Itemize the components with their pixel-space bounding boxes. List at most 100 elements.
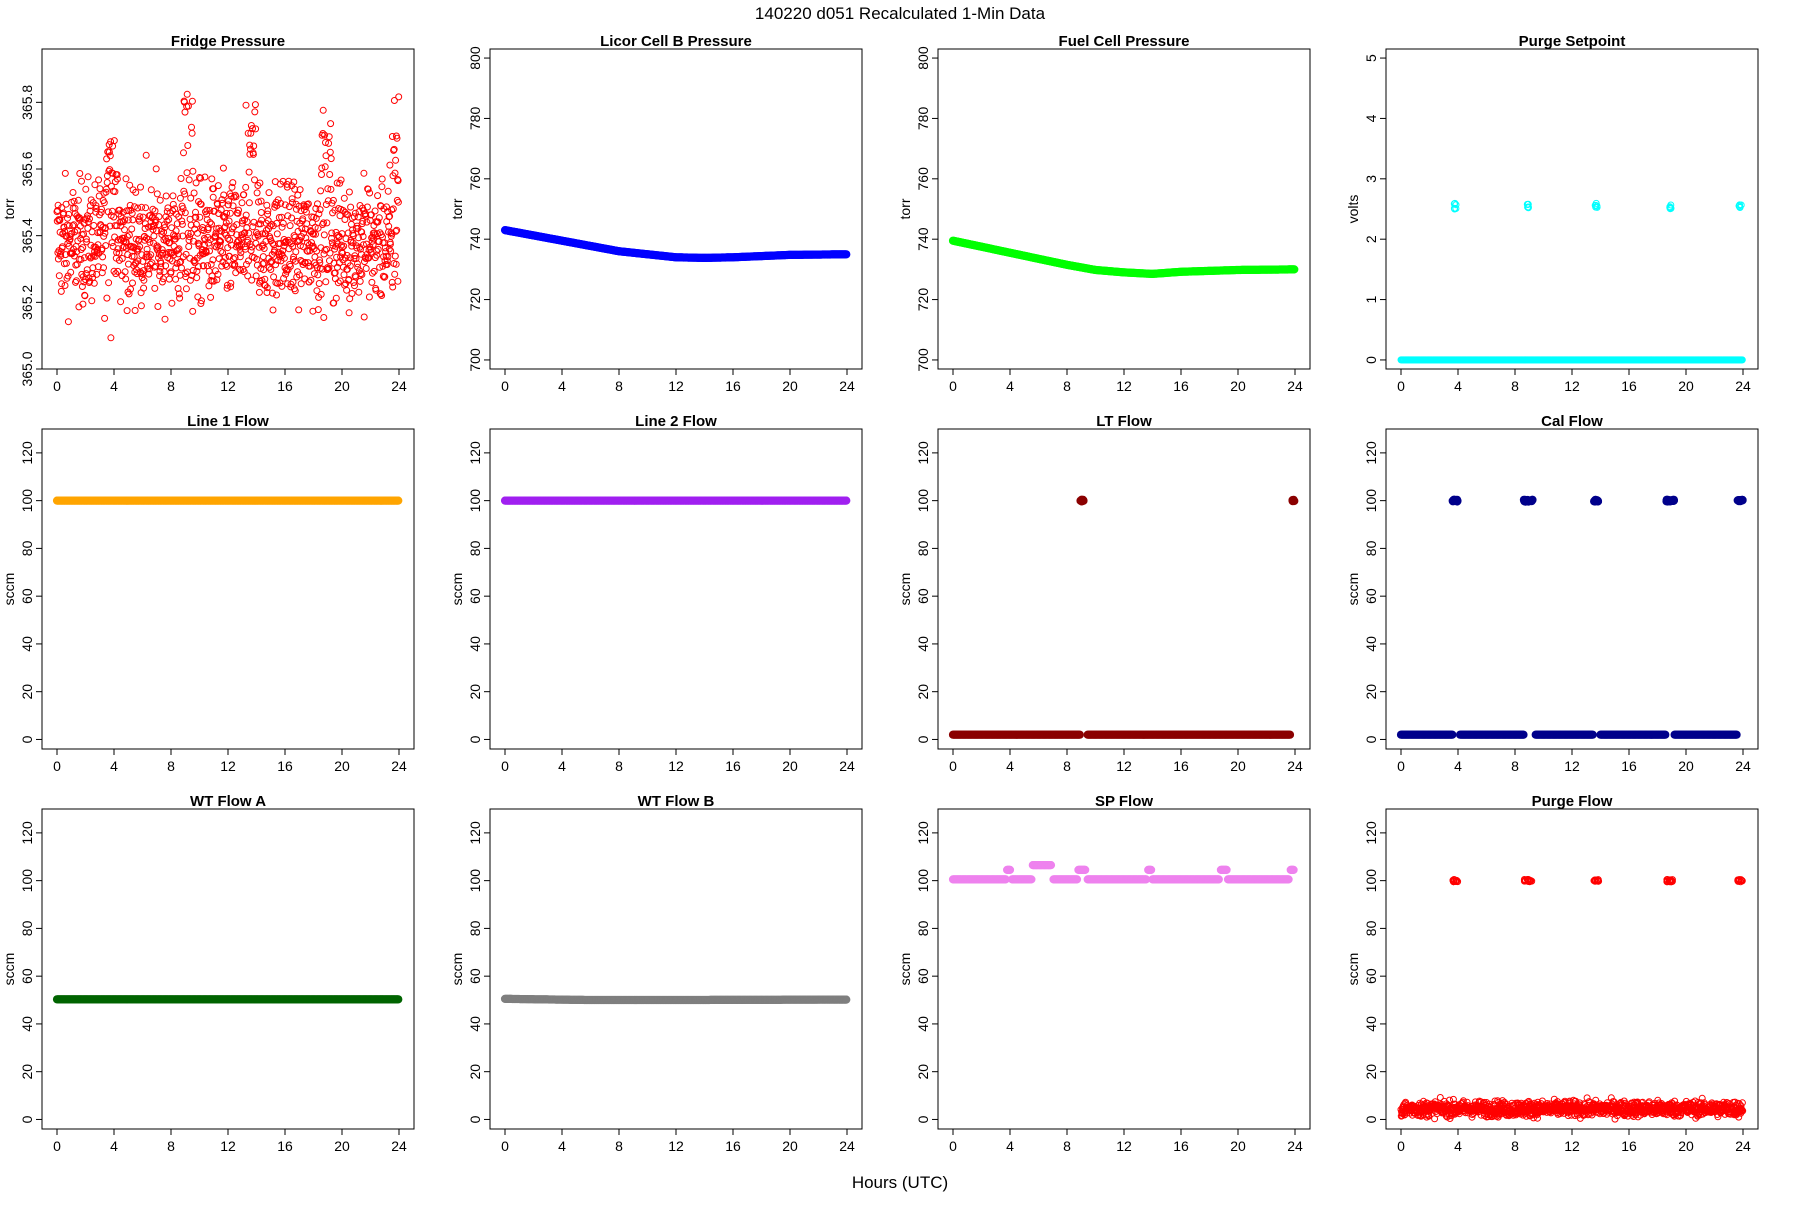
data-points <box>54 91 402 340</box>
data-point <box>1291 266 1298 273</box>
data-point <box>227 210 233 216</box>
data-point <box>109 240 115 246</box>
data-point <box>385 188 391 194</box>
data-point <box>56 273 62 279</box>
y-tick-label: 365.8 <box>19 85 35 120</box>
data-point <box>189 130 195 136</box>
data-point <box>243 102 249 108</box>
data-point <box>108 335 114 341</box>
data-point <box>138 184 144 190</box>
x-tick-label: 12 <box>1116 758 1132 774</box>
data-point <box>1449 731 1456 738</box>
data-point <box>111 138 117 144</box>
data-point <box>254 190 260 196</box>
x-tick-label: 12 <box>1116 378 1132 394</box>
data-point <box>205 263 211 269</box>
y-tick-label: 365.6 <box>19 151 35 186</box>
y-tick-label: 40 <box>467 636 483 652</box>
data-point <box>328 121 334 127</box>
data-points <box>949 237 1298 277</box>
data-point <box>184 91 190 97</box>
x-tick-label: 12 <box>220 1138 236 1154</box>
data-point <box>327 149 333 155</box>
y-tick-label: 4 <box>1363 114 1379 122</box>
x-tick-label: 12 <box>220 378 236 394</box>
data-point <box>320 107 326 113</box>
data-point <box>184 170 190 176</box>
data-point <box>100 254 106 260</box>
data-point <box>124 308 130 314</box>
data-points <box>1398 200 1745 363</box>
data-point <box>321 315 327 321</box>
panel-title: WT Flow A <box>190 793 266 810</box>
y-tick-label: 60 <box>467 588 483 604</box>
data-point <box>319 172 325 178</box>
data-point <box>395 497 402 504</box>
y-tick-label: 120 <box>915 441 931 465</box>
data-point <box>252 102 258 108</box>
plot-frame <box>938 429 1310 749</box>
x-tick-label: 4 <box>1006 378 1014 394</box>
data-points <box>53 996 402 1003</box>
data-point <box>361 314 367 320</box>
y-tick-label: 0 <box>467 735 483 743</box>
data-point <box>363 266 369 272</box>
plot-frame <box>1386 429 1758 749</box>
data-point <box>306 279 312 285</box>
data-point <box>270 307 276 313</box>
data-point <box>148 252 154 258</box>
data-point <box>293 249 299 255</box>
data-point <box>1454 498 1461 505</box>
y-tick-label: 120 <box>19 441 35 465</box>
data-point <box>62 170 68 176</box>
data-point <box>346 310 352 316</box>
figure-title: 140220 d051 Recalculated 1-Min Data <box>755 4 1046 23</box>
data-point <box>327 258 333 264</box>
y-tick-label: 40 <box>19 636 35 652</box>
y-axis-label: sccm <box>1 573 17 606</box>
data-point <box>70 190 76 196</box>
y-tick-label: 120 <box>467 441 483 465</box>
data-point <box>318 188 324 194</box>
y-axis-label: torr <box>897 198 913 219</box>
x-tick-label: 0 <box>53 1138 61 1154</box>
y-tick-label: 80 <box>467 540 483 556</box>
y-tick-label: 80 <box>1363 540 1379 556</box>
data-point <box>1076 731 1083 738</box>
x-tick-label: 24 <box>391 1138 407 1154</box>
data-point <box>296 307 302 313</box>
y-tick-label: 20 <box>19 684 35 700</box>
panel-title: Fuel Cell Pressure <box>1059 33 1190 50</box>
x-tick-label: 8 <box>1063 378 1071 394</box>
data-point <box>126 232 132 238</box>
data-point <box>1733 731 1740 738</box>
data-point <box>163 193 169 199</box>
x-tick-label: 24 <box>1735 758 1751 774</box>
data-point <box>392 271 398 277</box>
data-point <box>220 165 226 171</box>
data-point <box>1589 731 1596 738</box>
data-point <box>104 295 110 301</box>
y-tick-label: 40 <box>1363 636 1379 652</box>
data-point <box>253 240 259 246</box>
y-tick-label: 780 <box>467 107 483 131</box>
x-tick-label: 16 <box>1173 758 1189 774</box>
data-point <box>77 171 83 177</box>
data-point <box>179 265 185 271</box>
data-point <box>138 303 144 309</box>
data-point <box>157 197 163 203</box>
data-point <box>252 109 258 115</box>
data-point <box>155 304 161 310</box>
data-point <box>79 178 85 184</box>
data-point <box>1289 497 1296 504</box>
x-tick-label: 16 <box>725 378 741 394</box>
data-point <box>170 193 176 199</box>
y-tick-label: 20 <box>19 1064 35 1080</box>
x-tick-label: 8 <box>1511 378 1519 394</box>
data-point <box>348 204 354 210</box>
panel-title: Licor Cell B Pressure <box>600 33 752 50</box>
